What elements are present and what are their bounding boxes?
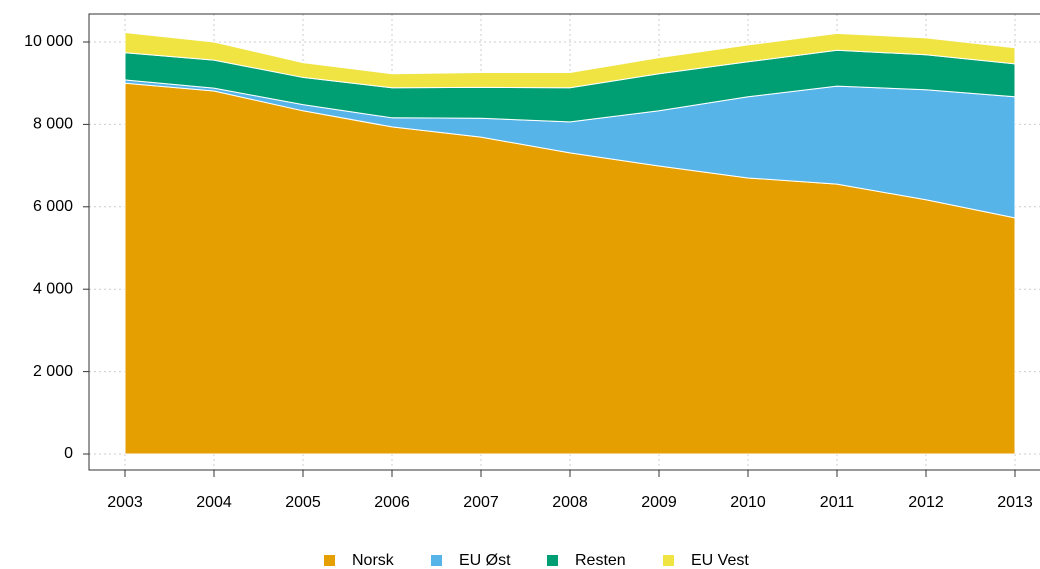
legend-label: Resten [575,552,626,569]
y-tick-label: 6 000 [33,198,73,215]
x-tick-label: 2012 [908,494,944,511]
x-tick-label: 2008 [552,494,588,511]
legend: Norsk EU Øst Resten EU Vest [324,552,749,569]
x-tick-label: 2004 [196,494,232,511]
x-tick-label: 2003 [107,494,143,511]
x-tick-label: 2009 [641,494,677,511]
area [124,31,1016,89]
legend-label: Norsk [352,552,395,569]
y-tick-label: 0 [64,445,73,462]
legend-swatch [547,555,558,566]
x-tick-label: 2010 [730,494,766,511]
plot-frame [88,13,1040,471]
x-tick-label: 2006 [374,494,410,511]
y-tick-label: 8 000 [33,116,73,133]
legend-label: EU Vest [691,552,749,569]
legend-label: EU Øst [459,552,511,569]
legend-swatch [324,555,335,566]
x-tick-label: 2007 [463,494,499,511]
x-tick-label: 2013 [997,494,1033,511]
y-tick-label: 4 000 [33,280,73,297]
axes: 0 2 000 4 000 6 000 8 000 10 000 2003 2004 2005 2… [24,33,1033,511]
legend-swatch [431,555,442,566]
x-tick-label: 2005 [285,494,321,511]
areas [124,31,1016,455]
y-tick-label: 10 000 [24,33,73,50]
x-tick-label: 2011 [820,494,855,511]
y-tick-label: 2 000 [33,363,73,380]
legend-swatch [663,555,674,566]
